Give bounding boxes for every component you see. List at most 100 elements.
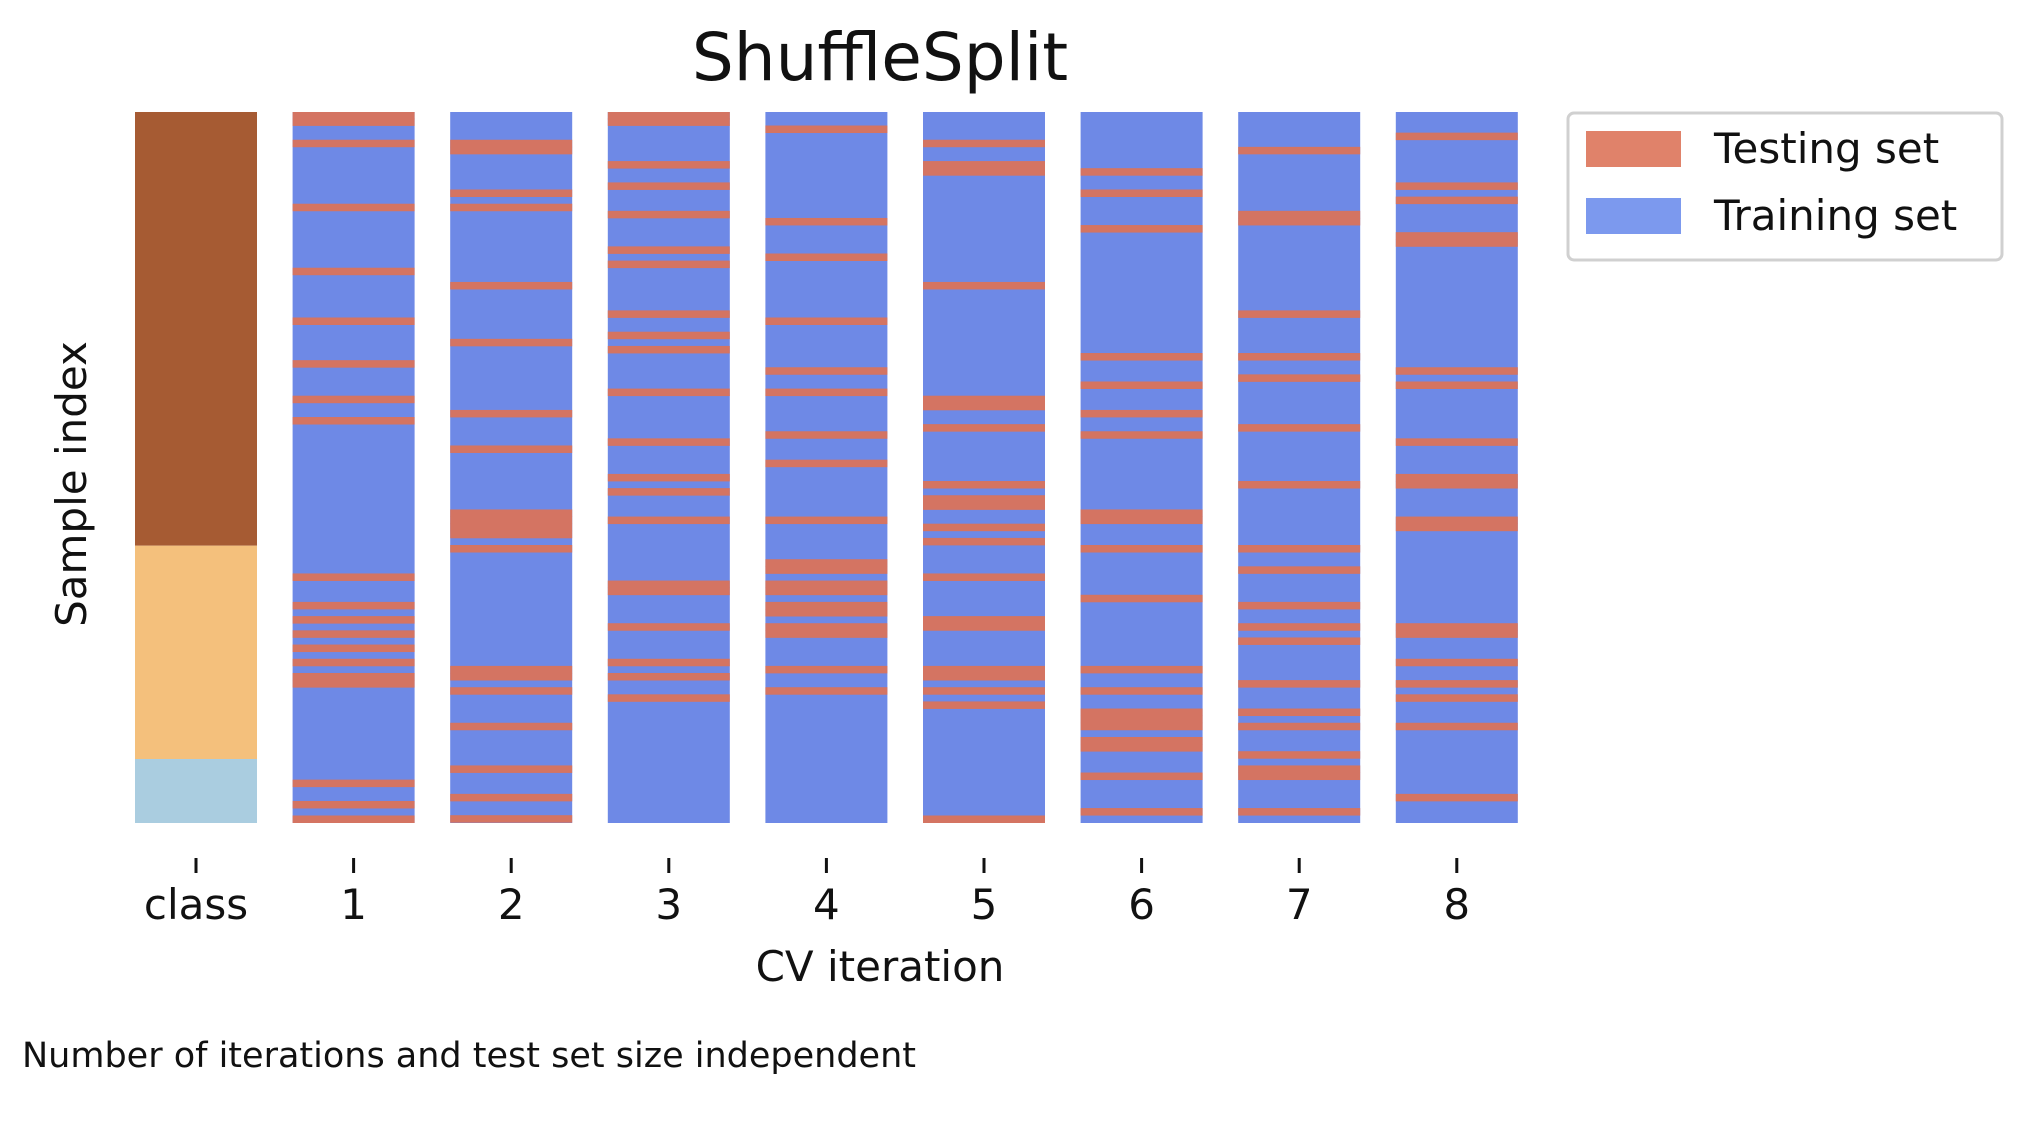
x-tick-label: 6 bbox=[1128, 880, 1155, 929]
iteration-7-test-sample bbox=[1238, 310, 1361, 318]
iteration-2-test-sample bbox=[450, 189, 573, 198]
iteration-1-test-sample bbox=[292, 672, 415, 681]
iteration-7-test-sample bbox=[1238, 765, 1361, 773]
iteration-8-test-sample bbox=[1395, 523, 1518, 532]
iteration-2-test-sample bbox=[450, 445, 573, 453]
iteration-2-test-sample bbox=[450, 665, 573, 674]
iteration-5-test-sample bbox=[923, 424, 1045, 432]
iteration-4-test-sample bbox=[765, 317, 888, 325]
iteration-1-test-sample bbox=[292, 112, 415, 120]
iteration-7-test-sample bbox=[1238, 637, 1361, 645]
x-axis: class 1 2 3 4 5 6 7 8 bbox=[144, 858, 1470, 929]
iteration-2-test-sample bbox=[450, 338, 573, 347]
iteration-8-test-sample bbox=[1395, 367, 1518, 375]
iteration-8-test-sample bbox=[1395, 793, 1518, 802]
iteration-7-test-sample bbox=[1238, 680, 1361, 688]
iteration-4-test-sample bbox=[765, 559, 888, 567]
x-tick-label: 8 bbox=[1443, 880, 1470, 929]
iteration-8-test-sample bbox=[1395, 239, 1518, 247]
iteration-7-test-sample bbox=[1238, 545, 1361, 553]
iteration-2-test-sample bbox=[450, 530, 573, 539]
iteration-4-test-sample bbox=[765, 253, 888, 261]
iteration-3-test-sample bbox=[607, 672, 730, 681]
x-tick-label: 7 bbox=[1286, 880, 1313, 929]
iteration-6-test-sample bbox=[1080, 772, 1203, 781]
iteration-4-test-sample bbox=[765, 587, 888, 596]
iteration-3-test-sample bbox=[607, 623, 730, 631]
class-group-1 bbox=[135, 545, 257, 760]
iteration-1-train-bar bbox=[292, 112, 415, 823]
iteration-4-train-bar bbox=[765, 112, 888, 823]
iteration-3-test-sample bbox=[607, 388, 730, 397]
iteration-7-test-sample bbox=[1238, 808, 1361, 816]
iteration-1-test-sample bbox=[292, 203, 415, 212]
x-tick-label: 1 bbox=[340, 880, 367, 929]
iteration-4-test-sample bbox=[765, 687, 888, 695]
iteration-5-test-sample bbox=[923, 523, 1045, 532]
iteration-7-test-sample bbox=[1238, 601, 1361, 610]
iteration-4-test-sample bbox=[765, 431, 888, 439]
iteration-8-test-sample bbox=[1395, 623, 1518, 631]
iteration-2-test-sample bbox=[450, 146, 573, 155]
iteration-3-test-sample bbox=[607, 587, 730, 596]
iteration-1-test-sample bbox=[292, 118, 415, 126]
iteration-5-test-sample bbox=[923, 623, 1045, 631]
iteration-6-test-sample bbox=[1080, 708, 1203, 717]
iteration-1-test-sample bbox=[292, 616, 415, 624]
iteration-2-test-sample bbox=[450, 687, 573, 695]
iteration-2-test-sample bbox=[450, 409, 573, 418]
iteration-6-test-sample bbox=[1080, 225, 1203, 233]
iteration-1-test-sample bbox=[292, 395, 415, 404]
iteration-7-test-sample bbox=[1238, 210, 1361, 219]
iteration-8-test-sample bbox=[1395, 473, 1518, 482]
iteration-8-train-bar bbox=[1395, 112, 1518, 823]
iteration-4-test-sample bbox=[765, 217, 888, 226]
iteration-3-test-sample bbox=[607, 694, 730, 702]
iteration-5-test-sample bbox=[923, 815, 1045, 823]
iteration-5-test-sample bbox=[923, 672, 1045, 681]
iteration-6-test-sample bbox=[1080, 808, 1203, 816]
iteration-6-test-sample bbox=[1080, 431, 1203, 439]
iteration-4-test-sample bbox=[765, 580, 888, 589]
iteration-3-test-sample bbox=[607, 310, 730, 318]
iteration-5-test-sample bbox=[923, 616, 1045, 624]
iteration-8-test-sample bbox=[1395, 381, 1518, 389]
legend-swatch-training bbox=[1586, 198, 1681, 234]
iteration-6-test-sample bbox=[1080, 516, 1203, 525]
plot-area bbox=[135, 112, 1518, 823]
iteration-6-test-sample bbox=[1080, 189, 1203, 198]
iteration-6-test-sample bbox=[1080, 722, 1203, 731]
iteration-3-test-sample bbox=[607, 118, 730, 126]
legend-swatch-testing bbox=[1586, 131, 1681, 167]
class-group-2 bbox=[135, 759, 257, 823]
iteration-3-test-sample bbox=[607, 438, 730, 446]
iteration-7-test-sample bbox=[1238, 353, 1361, 361]
iteration-4-test-sample bbox=[765, 367, 888, 375]
iteration-1-test-sample bbox=[292, 644, 415, 653]
iteration-3-test-sample bbox=[607, 345, 730, 354]
iteration-7-test-sample bbox=[1238, 722, 1361, 731]
iteration-3-test-sample bbox=[607, 331, 730, 340]
iteration-5-test-sample bbox=[923, 495, 1045, 503]
x-tick-label: class bbox=[144, 880, 248, 929]
iteration-6-test-sample bbox=[1080, 715, 1203, 724]
iteration-6-test-sample bbox=[1080, 509, 1203, 517]
x-tick-label: 2 bbox=[498, 880, 525, 929]
iteration-5-test-sample bbox=[923, 502, 1045, 510]
iteration-3-test-sample bbox=[607, 260, 730, 269]
iteration-4-test-sample bbox=[765, 609, 888, 617]
iteration-8-test-sample bbox=[1395, 132, 1518, 141]
iteration-2-test-sample bbox=[450, 281, 573, 290]
iteration-7-test-sample bbox=[1238, 217, 1361, 226]
iteration-5-test-sample bbox=[923, 537, 1045, 546]
iteration-2-test-sample bbox=[450, 793, 573, 802]
caption: Number of iterations and test set size i… bbox=[22, 1036, 916, 1076]
iteration-5-test-sample bbox=[923, 573, 1045, 581]
iteration-5-test-sample bbox=[923, 665, 1045, 674]
iteration-1-test-sample bbox=[292, 658, 415, 667]
iteration-3-test-sample bbox=[607, 161, 730, 169]
y-axis-label: Sample index bbox=[47, 341, 96, 627]
iteration-5-test-sample bbox=[923, 161, 1045, 169]
iteration-8-test-sample bbox=[1395, 694, 1518, 702]
